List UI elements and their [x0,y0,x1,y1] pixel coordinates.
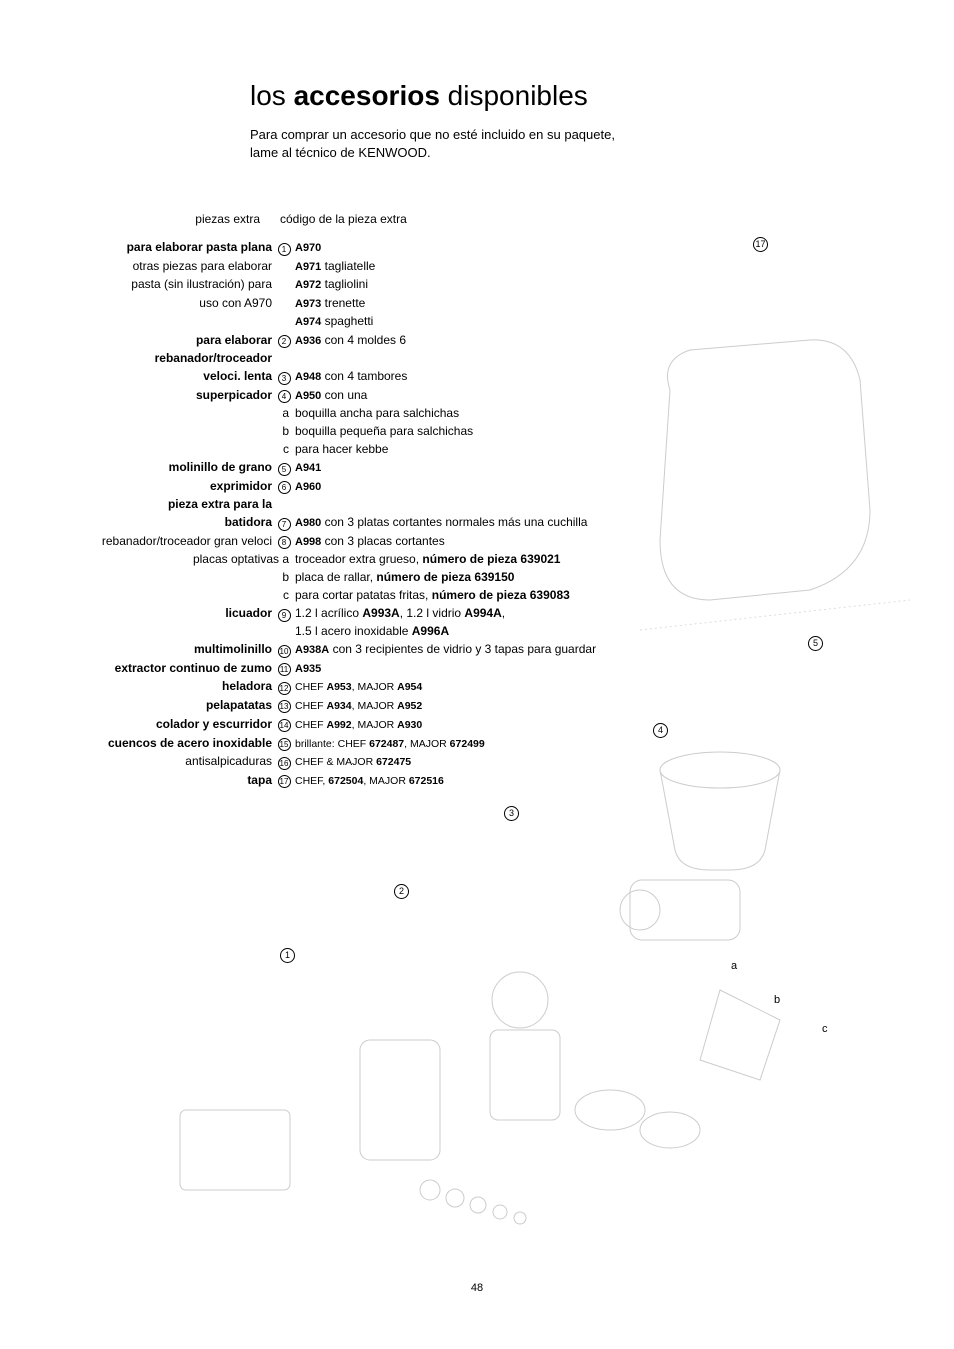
accessory-name: heladora [40,677,275,695]
accessory-name: pasta (sin ilustración) para [40,275,275,293]
accessory-number: 2 [275,335,293,349]
header-codigo: código de la pieza extra [275,212,407,226]
page-number: 48 [0,1282,954,1294]
accessory-name: para elaborar [40,331,275,349]
accessory-code: A972 tagliolini [293,275,914,294]
title-prefix: los [250,80,294,111]
sub-row-label: c [40,586,295,604]
accessory-name: pelapatatas [40,696,275,714]
accessory-code: CHEF A953, MAJOR A954 [293,677,914,696]
diagram-letter-a: a [731,960,737,972]
accessory-number: 6 [275,481,293,495]
diagram-letter-b: b [774,994,780,1006]
diagram-callout-3: 3 [504,806,519,821]
header-piezas: piezas extra [40,212,275,226]
grinder-sketch [590,740,850,970]
accessory-name: extractor continuo de zumo [40,659,275,677]
accessory-code: CHEF A992, MAJOR A930 [293,715,914,734]
accessory-name: molinillo de grano [40,458,275,476]
accessory-row: heladora12CHEF A953, MAJOR A954 [40,677,914,696]
title-suffix: disponibles [440,80,588,111]
diagram-callout-17: 17 [753,237,768,252]
accessory-name: uso con A970 [40,294,275,312]
accessory-name: licuador [40,604,275,622]
diagram-letter-c: c [822,1023,828,1035]
sub-row-label: a [40,404,295,422]
diagram-callout-4: 4 [653,723,668,738]
accessories-sketch [160,960,860,1240]
accessory-number: 16 [275,756,293,770]
diagram-callout-1: 1 [280,948,295,963]
mixer-outline-sketch [630,310,920,650]
accessory-name: otras piezas para elaborar [40,257,275,275]
sub-row-label: b [40,422,295,440]
accessory-number: 11 [275,663,293,677]
sub-row-label: b [40,568,295,586]
accessory-number: 12 [275,681,293,695]
accessory-number: 10 [275,644,293,658]
accessory-row: colador y escurridor14CHEF A992, MAJOR A… [40,715,914,734]
accessory-row: pasta (sin ilustración) para A972 tagliol… [40,275,914,294]
accessory-code: CHEF A934, MAJOR A952 [293,696,914,715]
accessory-number: 15 [275,738,293,752]
accessory-name: para elaborar pasta plana [40,238,275,256]
accessory-number: 8 [275,536,293,550]
accessory-row: para elaborar pasta plana1A970 [40,238,914,257]
accessory-number: 5 [275,462,293,476]
accessory-number: 14 [275,719,293,733]
accessory-code: A935 [293,659,914,678]
diagram-callout-2: 2 [394,884,409,899]
accessory-name: veloci. lenta [40,367,275,385]
accessory-number: 9 [275,608,293,622]
accessory-number: 3 [275,371,293,385]
accessory-number: 17 [275,775,293,789]
accessory-name: antisalpicaduras [40,752,275,770]
accessory-name: exprimidor [40,477,275,495]
sub-row-label: c [40,440,295,458]
page-title: los accesorios disponibles [250,80,914,112]
accessory-name: rebanador/troceador [40,349,275,367]
accessory-name: colador y escurridor [40,715,275,733]
accessory-row: extractor continuo de zumo11A935 [40,659,914,678]
accessory-code: A970 [293,238,914,257]
accessory-name: multimolinillo [40,640,275,658]
accessory-number: 13 [275,700,293,714]
accessory-row: pelapatatas13CHEF A934, MAJOR A952 [40,696,914,715]
accessory-number: 7 [275,517,293,531]
accessory-name: batidora [40,513,275,531]
accessory-name: pieza extra para la [40,495,275,513]
accessory-code: A971 tagliatelle [293,257,914,276]
accessory-number: 1 [275,242,293,256]
accessory-row: otras piezas para elaborar A971 tagliatel… [40,257,914,276]
diagram-callout-5: 5 [808,636,823,651]
accessory-name: superpicador [40,386,275,404]
sub-row-label: placas optativas a [40,550,295,568]
accessory-name: rebanador/troceador gran veloci [40,532,275,550]
column-headers: piezas extra código de la pieza extra [40,212,914,226]
accessory-name: cuencos de acero inoxidable [40,734,275,752]
intro-text: Para comprar un accesorio que no esté in… [250,126,630,162]
accessory-name: tapa [40,771,275,789]
title-bold: accesorios [294,80,440,111]
accessory-number: 4 [275,390,293,404]
